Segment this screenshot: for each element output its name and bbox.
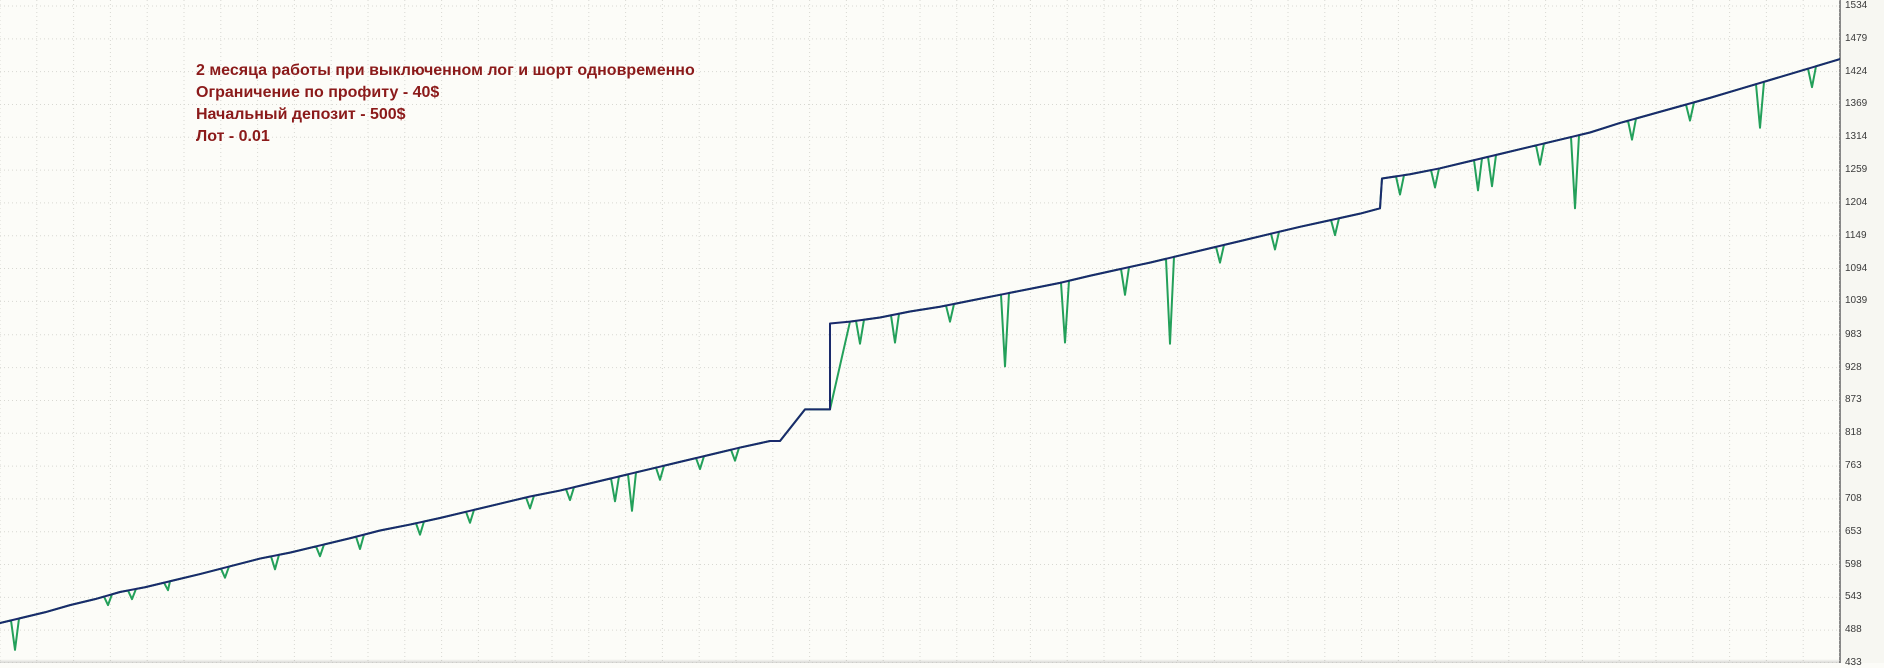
y-tick-label: 1149 (1845, 231, 1867, 241)
caption-line: Ограничение по профиту - 40$ (196, 82, 439, 104)
y-tick-label: 1094 (1845, 264, 1867, 274)
y-tick-label: 1369 (1845, 99, 1867, 109)
caption-line: 2 месяца работы при выключенном лог и шо… (196, 60, 695, 82)
plot-area: 2 месяца работы при выключенном лог и шо… (0, 0, 1840, 663)
y-tick-label: 1259 (1845, 165, 1867, 175)
bottom-shadow (0, 659, 1840, 663)
y-tick-label: 488 (1845, 625, 1862, 635)
y-axis: 1534 1479 1424 1369 1314 1259 1204 1149 1094 1039… (1840, 0, 1884, 663)
y-tick-label: 708 (1845, 494, 1862, 504)
equity-chart: 2 месяца работы при выключенном лог и шо… (0, 0, 1884, 663)
y-tick-label: 1534 (1845, 1, 1867, 11)
y-tick-label: 598 (1845, 560, 1862, 570)
y-tick-label: 1204 (1845, 198, 1867, 208)
y-tick-label: 433 (1845, 658, 1862, 668)
y-tick-label: 763 (1845, 461, 1862, 471)
y-tick-label: 873 (1845, 395, 1862, 405)
balance-line (0, 59, 1840, 623)
y-tick-label: 653 (1845, 527, 1862, 537)
y-tick-label: 1424 (1845, 67, 1867, 77)
y-tick-label: 543 (1845, 592, 1862, 602)
y-tick-label: 1314 (1845, 132, 1867, 142)
y-tick-label: 983 (1845, 330, 1862, 340)
equity-line (0, 59, 1840, 650)
caption-line: Лот - 0.01 (196, 126, 270, 148)
caption-line: Начальный депозит - 500$ (196, 104, 406, 126)
y-tick-label: 818 (1845, 428, 1862, 438)
y-tick-label: 928 (1845, 363, 1862, 373)
y-tick-label: 1039 (1845, 296, 1867, 306)
y-tick-label: 1479 (1845, 34, 1867, 44)
